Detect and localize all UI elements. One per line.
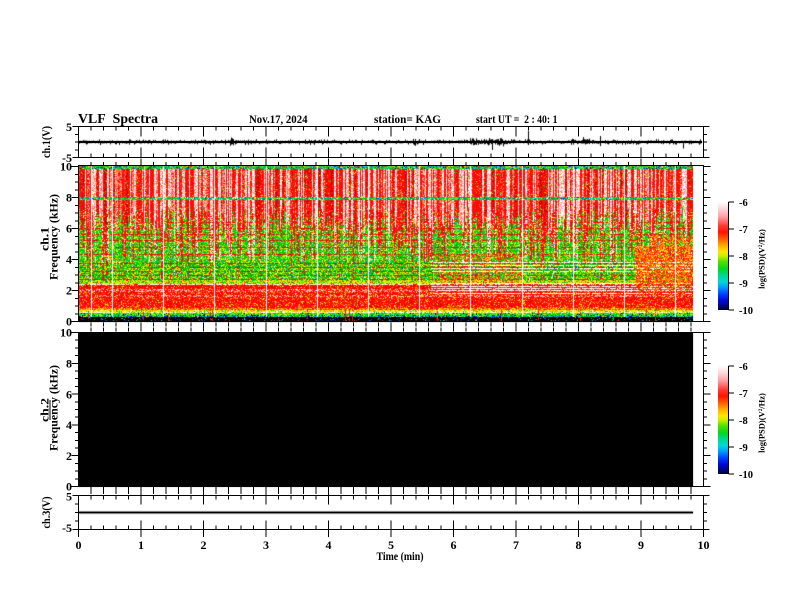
svg-text:-7: -7 <box>739 225 748 236</box>
svg-text:1: 1 <box>138 538 144 552</box>
svg-text:log(PSD)(V²/Hz): log(PSD)(V²/Hz) <box>757 229 767 289</box>
svg-text:2: 2 <box>201 538 207 552</box>
svg-text:-10: -10 <box>739 470 753 481</box>
svg-text:6: 6 <box>66 387 72 401</box>
svg-text:-7: -7 <box>739 389 748 400</box>
svg-text:5: 5 <box>66 120 72 134</box>
svg-text:Frequency (kHz): Frequency (kHz) <box>47 365 61 451</box>
svg-text:4: 4 <box>326 538 332 552</box>
svg-text:2: 2 <box>66 284 72 298</box>
svg-text:-9: -9 <box>739 279 748 290</box>
svg-text:6: 6 <box>451 538 457 552</box>
svg-text:6: 6 <box>66 222 72 236</box>
svg-text:-8: -8 <box>739 252 748 263</box>
svg-text:5: 5 <box>388 538 394 552</box>
svg-text:-6: -6 <box>739 198 748 209</box>
svg-text:-5: -5 <box>62 521 72 535</box>
svg-text:station= KAG: station= KAG <box>374 114 441 126</box>
svg-text:-6: -6 <box>739 362 748 373</box>
svg-text:4: 4 <box>66 253 72 267</box>
svg-text:VLF Spectra: VLF Spectra <box>78 112 158 127</box>
svg-text:0: 0 <box>66 315 72 329</box>
svg-text:3: 3 <box>263 538 269 552</box>
svg-text:start UT = 2 : 40: 1: start UT = 2 : 40: 1 <box>476 114 558 126</box>
svg-text:8: 8 <box>66 357 72 371</box>
svg-text:8: 8 <box>66 191 72 205</box>
svg-text:-9: -9 <box>739 443 748 454</box>
svg-text:4: 4 <box>66 418 72 432</box>
svg-text:ch.3(V): ch.3(V) <box>39 497 53 529</box>
svg-text:10: 10 <box>60 326 72 340</box>
svg-text:0: 0 <box>76 538 82 552</box>
svg-text:-10: -10 <box>739 306 753 317</box>
svg-text:8: 8 <box>576 538 582 552</box>
svg-text:ch.1(V): ch.1(V) <box>39 126 53 158</box>
svg-text:-5: -5 <box>62 151 72 165</box>
svg-text:9: 9 <box>638 538 644 552</box>
svg-text:ch.2: ch.2 <box>38 398 52 422</box>
svg-text:ch.1: ch.1 <box>38 227 52 251</box>
svg-text:10: 10 <box>60 160 72 174</box>
svg-text:Time (min): Time (min) <box>377 549 424 563</box>
svg-text:-8: -8 <box>739 416 748 427</box>
svg-text:10: 10 <box>698 538 710 552</box>
svg-text:Nov.17, 2024: Nov.17, 2024 <box>249 114 308 126</box>
svg-text:7: 7 <box>513 538 519 552</box>
svg-text:log(PSD)(V²/Hz): log(PSD)(V²/Hz) <box>757 393 767 453</box>
svg-text:5: 5 <box>66 490 72 504</box>
svg-text:2: 2 <box>66 449 72 463</box>
svg-text:Frequency (kHz): Frequency (kHz) <box>47 194 61 280</box>
svg-text:0: 0 <box>66 480 72 494</box>
